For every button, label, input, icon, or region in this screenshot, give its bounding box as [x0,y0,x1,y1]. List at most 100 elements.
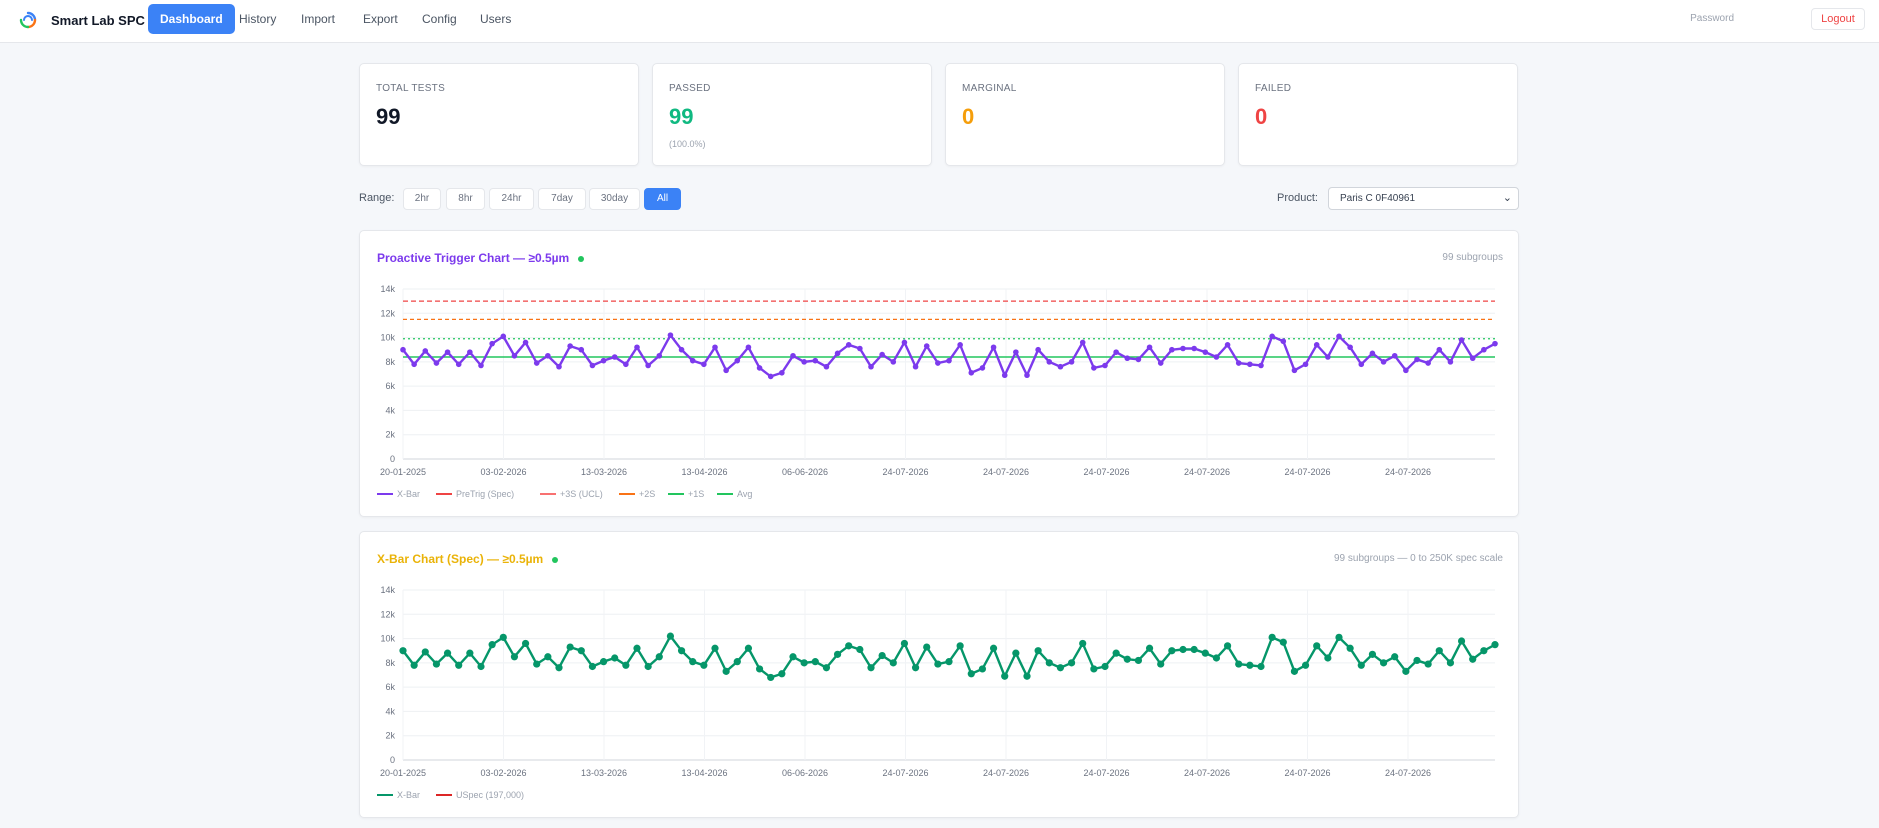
legend-label: +1S [688,489,704,499]
data-point [868,363,874,370]
y-tick-label: 2k [385,731,395,741]
logout-button[interactable]: Logout [1811,8,1865,30]
data-point [1391,352,1398,359]
data-point [455,661,463,669]
data-point [1113,349,1119,355]
stat-card-failed: FAILED 0 [1238,63,1518,166]
data-point [1268,633,1276,641]
data-point [1001,372,1008,379]
data-point [577,647,585,655]
nav-config[interactable]: Config [422,12,457,26]
data-point [1013,349,1019,355]
data-point [1223,642,1232,650]
data-point [1436,346,1443,353]
x-tick-label: 13-03-2026 [581,768,627,778]
stat-value: 99 [669,104,694,129]
stat-card-passed: PASSED 99 (100.0%) [652,63,932,166]
data-point [957,342,963,348]
data-point [556,363,562,370]
x-tick-label: 24-07-2026 [1083,467,1129,477]
data-point [1324,654,1332,662]
data-point [935,360,941,366]
data-point [878,651,886,660]
data-point [934,660,942,668]
data-point [711,644,719,652]
password-link[interactable]: Password [1690,13,1734,24]
data-point [1090,665,1098,673]
app-brand: Smart Lab SPC [51,13,145,28]
nav-import[interactable]: Import [301,12,336,26]
data-point [911,664,920,672]
data-point [856,645,864,654]
data-point [767,673,775,682]
y-tick-label: 8k [385,357,395,367]
data-point [1045,659,1053,667]
data-point [399,647,407,655]
data-point [432,660,441,668]
data-point [1168,647,1176,655]
range-7day-button[interactable]: 7day [538,188,586,210]
data-point [466,649,474,657]
data-point [900,639,909,648]
data-point [521,639,530,648]
data-point [1446,659,1455,667]
data-point [889,659,897,667]
data-point [834,350,841,357]
data-point [667,332,674,338]
stat-label: TOTAL TESTS [376,83,446,94]
data-point [701,361,707,368]
x-tick-label: 24-07-2026 [1184,467,1230,477]
data-point [566,643,574,651]
app-logo-icon [19,11,37,29]
data-point [1046,359,1053,365]
data-point [600,357,607,364]
range-24hr-button[interactable]: 24hr [489,188,534,210]
chart-subgroups: 99 subgroups [1442,252,1503,263]
data-point [634,344,640,351]
nav-dashboard[interactable]: Dashboard [148,4,235,34]
y-tick-label: 8k [385,658,395,668]
data-point [801,359,807,365]
stat-label: FAILED [1255,83,1292,94]
stat-value: 0 [962,104,975,129]
data-point [1191,345,1197,352]
data-point [421,648,429,656]
data-point [912,363,919,370]
data-point [1068,359,1075,365]
range-8hr-button[interactable]: 8hr [446,188,485,210]
data-point [433,360,440,366]
range-2hr-button[interactable]: 2hr [403,188,441,210]
x-tick-label: 24-07-2026 [1385,467,1431,477]
data-point [1157,660,1165,668]
stat-card-total: TOTAL TESTS 99 [359,63,639,166]
data-point [1101,662,1109,671]
data-point [1079,339,1086,346]
range-label: Range: [359,192,395,204]
data-point [967,670,975,678]
data-point [1403,367,1409,374]
y-tick-label: 4k [385,706,395,716]
y-tick-label: 10k [380,333,395,343]
range-30day-button[interactable]: 30day [589,188,640,210]
x-tick-label: 06-06-2026 [782,467,828,477]
data-point [1313,342,1320,348]
range-all-button[interactable]: All [644,188,681,210]
x-tick-label: 20-01-2025 [380,467,426,477]
product-select[interactable]: Paris C 0F40961 ⌄ [1328,187,1519,210]
legend-label: +2S [639,489,655,499]
nav-users[interactable]: Users [480,12,512,26]
data-point [678,346,685,353]
data-point [533,660,541,668]
data-point [1469,655,1477,663]
data-point [1067,659,1076,667]
data-point [522,339,529,346]
data-point [478,362,484,369]
y-tick-label: 6k [385,381,395,391]
data-point [1146,344,1153,351]
data-point [1491,641,1499,649]
nav-export[interactable]: Export [363,12,398,26]
data-point [745,344,752,351]
x-tick-label: 24-07-2026 [983,467,1029,477]
data-point [790,352,796,359]
nav-history[interactable]: History [239,12,277,26]
